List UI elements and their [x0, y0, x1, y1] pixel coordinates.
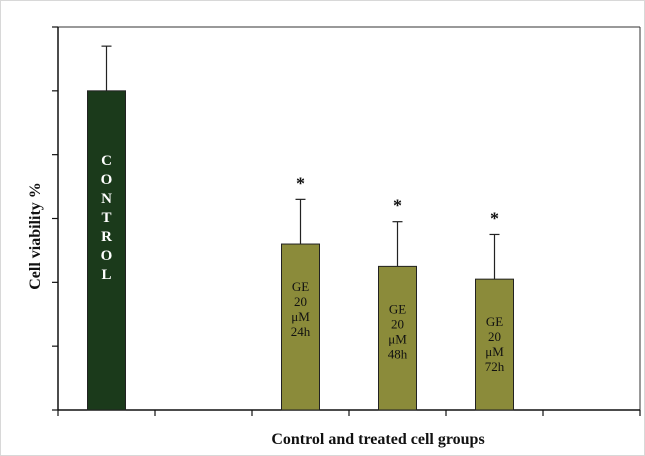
bar-label-line: μM	[485, 344, 504, 359]
bar-label-line: μM	[388, 331, 407, 346]
bar-label-line: μM	[291, 309, 310, 324]
bar	[87, 90, 126, 411]
control-bar-label-letter: O	[101, 172, 113, 188]
bar-label-line: 20	[294, 294, 307, 309]
axes	[52, 26, 641, 416]
significance-marker: *	[393, 196, 402, 216]
control-bar-label-letter: T	[101, 210, 111, 226]
x-axis-label: Control and treated cell groups	[271, 431, 484, 448]
bar	[281, 243, 320, 411]
significance-marker: *	[490, 208, 499, 228]
bar-label-line: GE	[292, 279, 309, 294]
control-bar-label-letter: L	[101, 267, 111, 283]
bar-label-line: 20	[488, 329, 501, 344]
bar-label-line: 48h	[388, 346, 408, 361]
bars	[87, 90, 514, 411]
control-bar-label-letter: C	[101, 153, 112, 169]
bar-label-line: GE	[486, 314, 503, 329]
error-bars	[101, 45, 500, 280]
control-bar-label-letter: R	[101, 229, 112, 245]
significance-marker: *	[296, 173, 305, 193]
bar	[475, 278, 514, 411]
bar-label-line: GE	[389, 301, 406, 316]
bar-label-line: 72h	[485, 359, 505, 374]
bar-label-line: 24h	[291, 324, 311, 339]
control-bar-label-letter: N	[101, 191, 112, 207]
bar	[378, 265, 417, 411]
bar-label-line: 20	[391, 316, 404, 331]
y-axis-label: Cell viability %	[27, 182, 44, 290]
control-bar-label-letter: O	[101, 248, 113, 264]
